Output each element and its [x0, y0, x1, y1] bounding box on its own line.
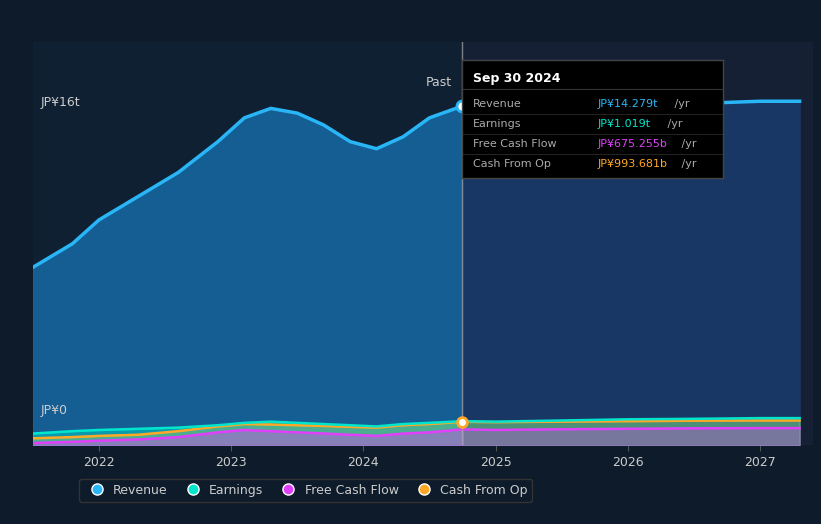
Text: Earnings: Earnings [473, 119, 521, 129]
Text: /yr: /yr [678, 159, 697, 169]
Text: JP¥675.255b: JP¥675.255b [598, 139, 667, 149]
Text: Analysts Forecasts: Analysts Forecasts [473, 76, 589, 89]
Text: /yr: /yr [663, 119, 682, 129]
Text: /yr: /yr [678, 139, 697, 149]
Text: Past: Past [426, 76, 452, 89]
Text: Revenue: Revenue [473, 99, 521, 109]
Text: Cash From Op: Cash From Op [473, 159, 550, 169]
Text: JP¥16t: JP¥16t [41, 96, 80, 110]
Text: Free Cash Flow: Free Cash Flow [473, 139, 556, 149]
Text: JP¥1.019t: JP¥1.019t [598, 119, 651, 129]
Text: Sep 30 2024: Sep 30 2024 [473, 72, 560, 85]
Legend: Revenue, Earnings, Free Cash Flow, Cash From Op: Revenue, Earnings, Free Cash Flow, Cash … [80, 479, 532, 501]
Text: /yr: /yr [671, 99, 690, 109]
Text: JP¥0: JP¥0 [41, 404, 67, 417]
Bar [33, 42, 462, 445]
Text: JP¥993.681b: JP¥993.681b [598, 159, 667, 169]
Text: JP¥14.279t: JP¥14.279t [598, 99, 658, 109]
Bar [462, 42, 813, 445]
